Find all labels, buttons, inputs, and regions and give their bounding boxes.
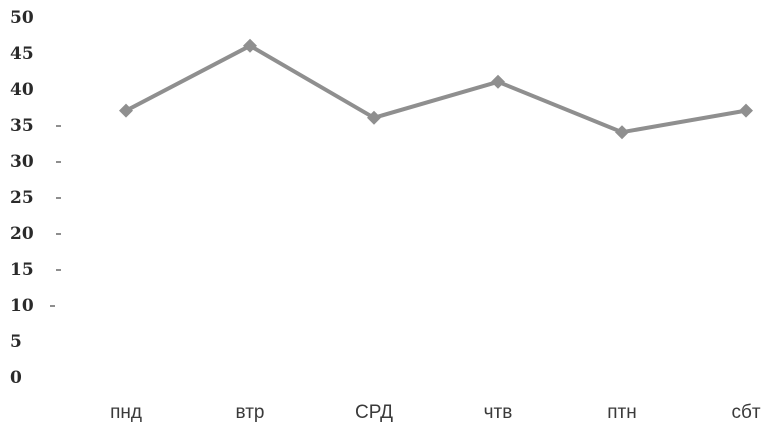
data-point-marker	[615, 125, 629, 140]
y-axis: 0 5 10 15 20 25 30 35 40 45 50	[10, 8, 61, 388]
x-tick-label: втр	[236, 402, 265, 423]
x-axis: пнд втр СРД чтв птн сбт	[110, 402, 761, 423]
y-tick-label: 40	[10, 80, 34, 100]
y-tick-label: 30	[10, 152, 34, 172]
plot-area	[119, 38, 753, 140]
y-tick-label: 50	[10, 8, 34, 28]
x-tick-label: СРД	[355, 402, 393, 423]
y-tick-label: 45	[10, 44, 34, 64]
y-tick-label: 20	[10, 224, 34, 244]
y-tick-label: 0	[10, 368, 22, 388]
data-point-marker	[119, 103, 133, 118]
data-point-marker	[243, 38, 257, 53]
y-tick-label: 10	[10, 296, 34, 316]
x-tick-label: сбт	[731, 402, 760, 423]
x-tick-label: птн	[607, 402, 636, 423]
data-point-marker	[491, 74, 505, 89]
data-point-marker	[367, 110, 381, 125]
series-line	[125, 43, 747, 135]
y-tick-label: 5	[10, 332, 22, 352]
y-tick-label: 15	[10, 260, 34, 280]
x-tick-label: чтв	[484, 402, 513, 423]
data-point-marker	[739, 103, 753, 118]
y-tick-label: 35	[10, 116, 34, 136]
x-tick-label: пнд	[110, 402, 142, 423]
y-tick-label: 25	[10, 188, 34, 208]
